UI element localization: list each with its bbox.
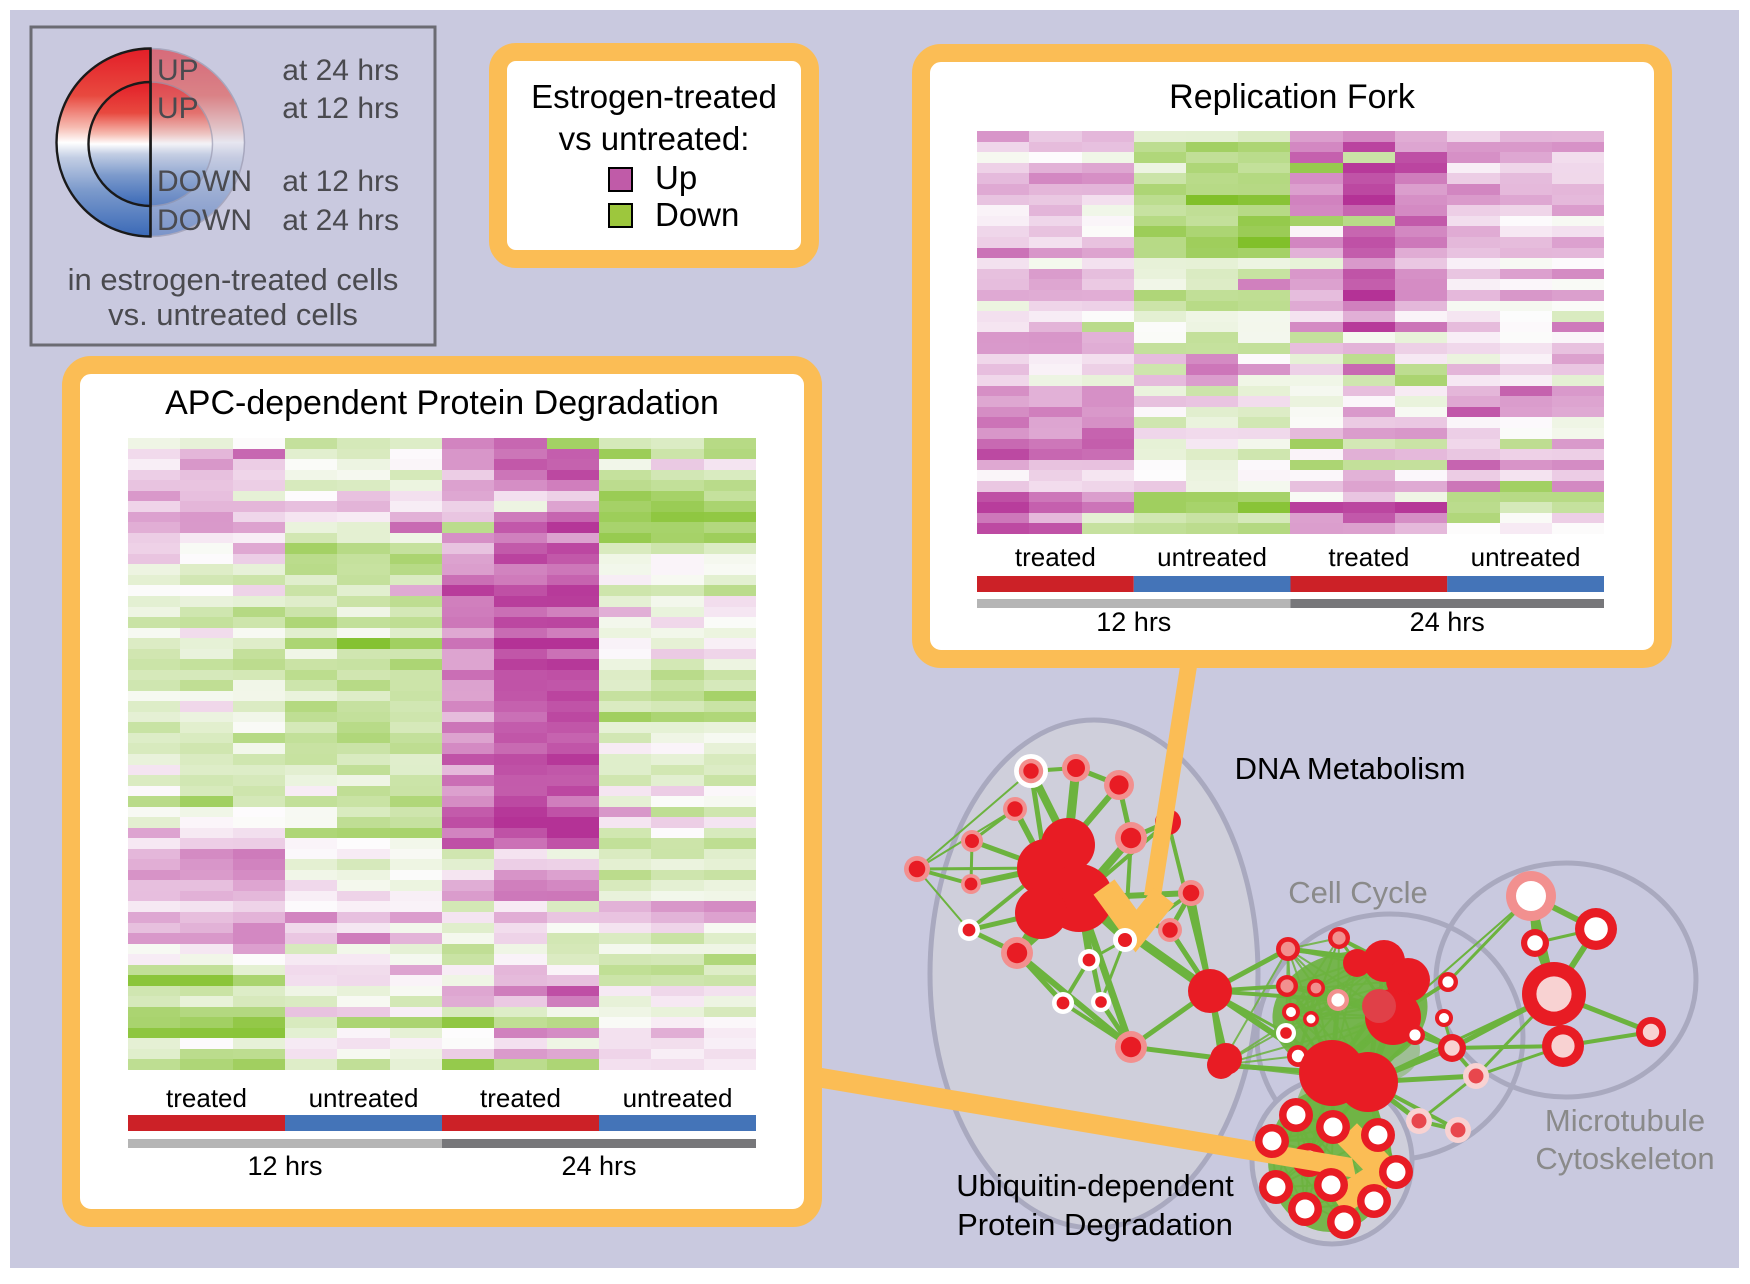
svg-text:24 hrs: 24 hrs xyxy=(561,1151,636,1181)
svg-text:Ubiquitin-dependent: Ubiquitin-dependent xyxy=(956,1168,1234,1203)
svg-text:DOWN: DOWN xyxy=(157,165,252,198)
svg-text:at 24 hrs: at 24 hrs xyxy=(282,54,399,87)
svg-text:12 hrs: 12 hrs xyxy=(247,1151,322,1181)
svg-text:untreated: untreated xyxy=(309,1083,419,1113)
svg-text:UP: UP xyxy=(157,92,199,125)
svg-text:DNA Metabolism: DNA Metabolism xyxy=(1235,751,1466,786)
svg-text:Up: Up xyxy=(655,159,697,196)
svg-text:treated: treated xyxy=(480,1083,561,1113)
svg-text:APC-dependent Protein Degradat: APC-dependent Protein Degradation xyxy=(165,384,719,422)
svg-text:at 12 hrs: at 12 hrs xyxy=(282,165,399,198)
svg-text:untreated: untreated xyxy=(623,1083,733,1113)
svg-text:Protein Degradation: Protein Degradation xyxy=(957,1207,1233,1242)
svg-text:Down: Down xyxy=(655,196,739,233)
svg-text:Microtubule: Microtubule xyxy=(1545,1103,1705,1138)
svg-text:at 12 hrs: at 12 hrs xyxy=(282,92,399,125)
svg-text:DOWN: DOWN xyxy=(157,204,252,237)
svg-text:treated: treated xyxy=(1328,542,1409,572)
svg-text:treated: treated xyxy=(166,1083,247,1113)
svg-text:Cell Cycle: Cell Cycle xyxy=(1288,875,1428,910)
svg-text:Cytoskeleton: Cytoskeleton xyxy=(1535,1141,1714,1176)
svg-text:vs untreated:: vs untreated: xyxy=(559,120,750,157)
svg-text:vs. untreated cells: vs. untreated cells xyxy=(108,297,358,332)
svg-text:Replication Fork: Replication Fork xyxy=(1169,78,1416,116)
svg-text:untreated: untreated xyxy=(1471,542,1581,572)
svg-text:at 24 hrs: at 24 hrs xyxy=(282,204,399,237)
svg-text:in estrogen-treated cells: in estrogen-treated cells xyxy=(68,262,399,297)
svg-text:untreated: untreated xyxy=(1157,542,1267,572)
svg-text:Estrogen-treated: Estrogen-treated xyxy=(531,78,777,115)
svg-text:24 hrs: 24 hrs xyxy=(1410,607,1485,637)
svg-text:UP: UP xyxy=(157,54,199,87)
svg-text:12 hrs: 12 hrs xyxy=(1096,607,1171,637)
svg-text:treated: treated xyxy=(1015,542,1096,572)
